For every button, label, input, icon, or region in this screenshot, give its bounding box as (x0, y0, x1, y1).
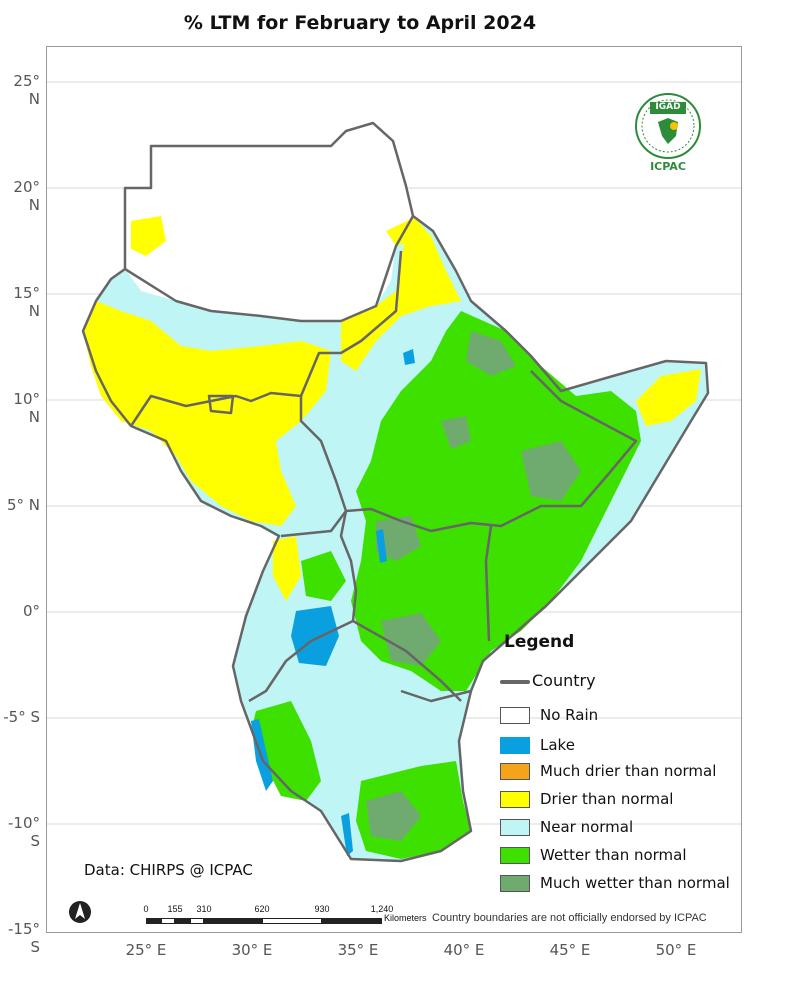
lon-label: 40° E (443, 941, 485, 959)
legend-swatch (500, 707, 530, 724)
lakes (251, 349, 415, 856)
scale-segment (175, 918, 190, 924)
legend-swatch (500, 875, 530, 892)
igad-icpac-logo: IGAD ICPAC (632, 92, 704, 176)
legend-label: No Rain (540, 706, 599, 724)
lon-label: 25° E (125, 941, 167, 959)
legend-item-no-rain: No Rain (498, 705, 738, 727)
lat-label: 15° N (13, 284, 40, 320)
legend-label: Much drier than normal (540, 762, 717, 780)
lake-victoria (291, 606, 339, 666)
lon-label: 35° E (337, 941, 379, 959)
legend-title: Legend (504, 632, 575, 652)
data-credit: Data: CHIRPS @ ICPAC (84, 861, 253, 879)
legend-label: Drier than normal (540, 790, 674, 808)
country-line-icon (500, 680, 530, 684)
lat-label: 0° (22, 602, 40, 620)
lon-label: 50° E (655, 941, 697, 959)
igad-logo-icon (635, 93, 701, 159)
lat-label: -10° S (8, 814, 40, 850)
scale-segment (190, 918, 204, 924)
scale-tick: 0 (143, 904, 149, 914)
legend-label: Much wetter than normal (540, 874, 730, 892)
legend-item-near-normal: Near normal (498, 817, 738, 839)
legend-item-drier: Drier than normal (498, 789, 738, 811)
map-title: % LTM for February to April 2024 (183, 12, 537, 34)
legend-item-much-drier: Much drier than normal (498, 761, 738, 783)
legend-label: Wetter than normal (540, 846, 687, 864)
logo-top-text: IGAD (655, 102, 681, 112)
scale-bar: 0 155 310 620 930 1,240 Kilometers (143, 904, 444, 928)
scale-segment (204, 918, 262, 924)
legend-swatch (500, 737, 530, 754)
legend-label: Country (532, 671, 596, 690)
scale-segment (322, 918, 382, 924)
scale-tick: 1,240 (370, 904, 394, 914)
legend-swatch (500, 763, 530, 780)
legend-item-much-wetter: Much wetter than normal (498, 873, 738, 895)
scale-tick: 620 (254, 904, 270, 914)
map-frame (46, 46, 742, 933)
region-drier (83, 216, 701, 601)
legend-item-wetter: Wetter than normal (498, 845, 738, 867)
scale-tick: 310 (196, 904, 212, 914)
lake-turkana (376, 529, 387, 563)
lat-label: 5° N (6, 496, 40, 514)
lat-label: 10° N (13, 390, 40, 426)
legend-swatch (500, 847, 530, 864)
scale-tick: 930 (314, 904, 330, 914)
scale-unit: Kilometers (384, 913, 427, 923)
scale-tick: 155 (167, 904, 183, 914)
logo-bottom-text: ICPAC (650, 160, 686, 173)
country-borders (81, 121, 710, 863)
lon-label: 30° E (231, 941, 273, 959)
map-legend: Legend Country No Rain Lake Much drier t… (498, 632, 738, 900)
legend-label: Near normal (540, 818, 634, 836)
lake-tana (403, 349, 415, 365)
lat-label: 25° N (13, 72, 40, 108)
lat-label: -15° S (8, 920, 40, 956)
scale-segment (161, 918, 175, 924)
lon-label: 45° E (549, 941, 591, 959)
legend-swatch (500, 791, 530, 808)
map-canvas (47, 81, 741, 863)
lat-label: 20° N (13, 178, 40, 214)
disclaimer: Country boundaries are not officially en… (432, 912, 707, 924)
region-no-rain (125, 123, 413, 321)
legend-label: Lake (540, 736, 575, 754)
lat-label: -5° S (3, 708, 40, 726)
legend-item-lake: Lake (498, 735, 738, 757)
region-much-wetter (366, 331, 581, 841)
lake-malawi (341, 813, 353, 856)
scale-segment (262, 918, 322, 924)
north-arrow-icon (68, 900, 92, 924)
legend-swatch (500, 819, 530, 836)
legend-item-country: Country (498, 670, 738, 692)
scale-segment (146, 918, 161, 924)
